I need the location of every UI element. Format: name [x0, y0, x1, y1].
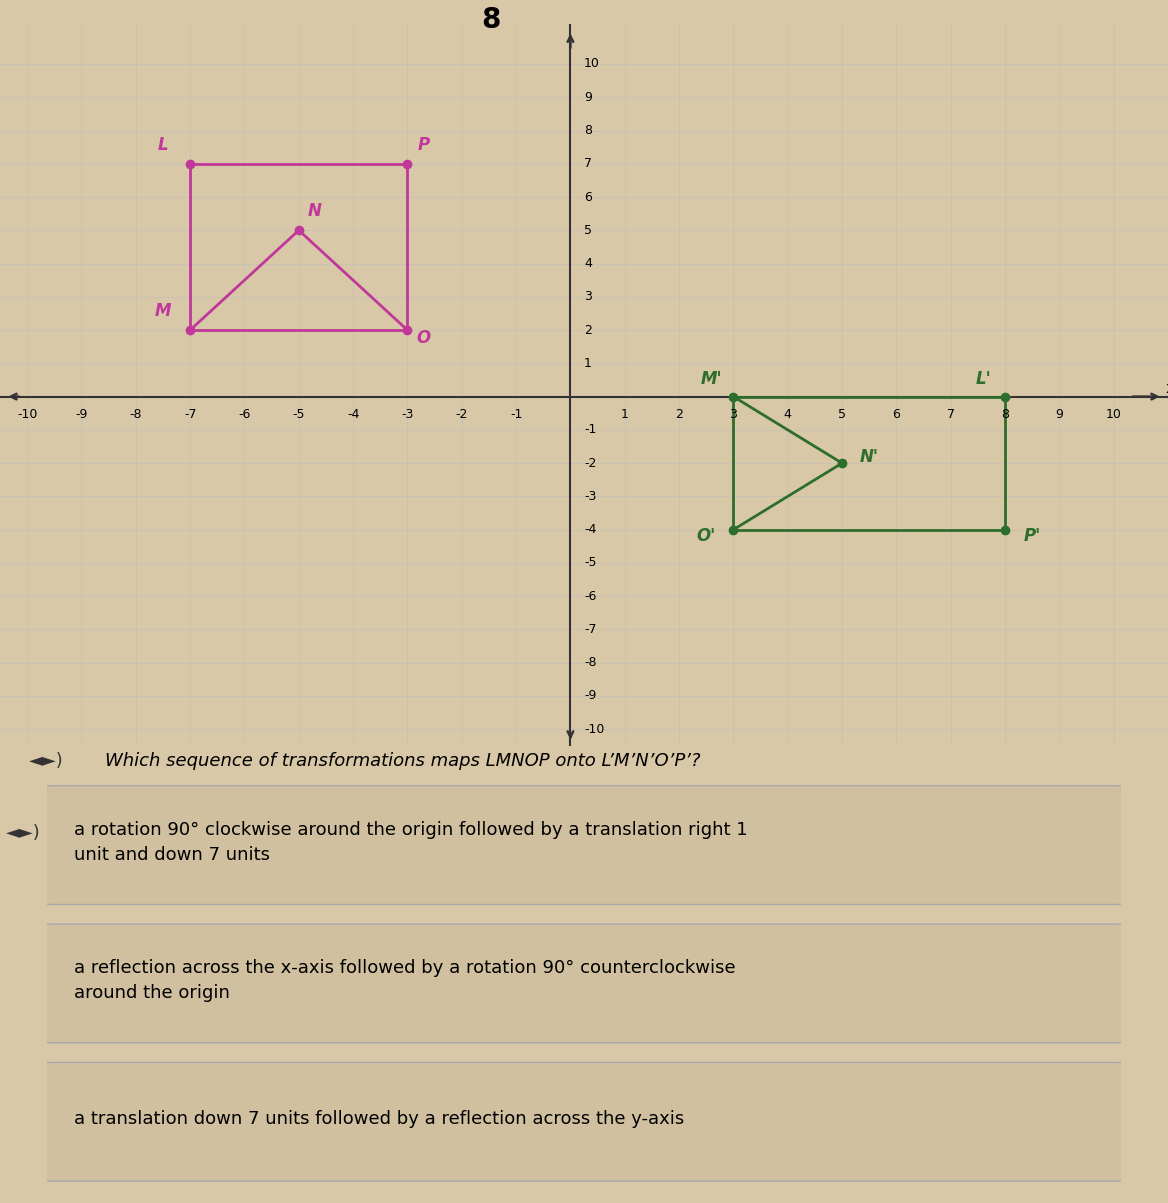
Text: 4: 4 [584, 257, 592, 269]
Text: -8: -8 [130, 408, 142, 421]
Text: 4: 4 [784, 408, 792, 421]
Text: 9: 9 [584, 90, 592, 103]
Text: M: M [154, 302, 172, 320]
Text: O: O [417, 328, 431, 346]
Text: -6: -6 [584, 589, 597, 603]
Text: 10: 10 [584, 58, 600, 71]
Text: 5: 5 [584, 224, 592, 237]
Text: -1: -1 [510, 408, 522, 421]
Text: a reflection across the x-axis followed by a rotation 90° counterclockwise
aroun: a reflection across the x-axis followed … [74, 960, 735, 1002]
Text: x: x [1166, 381, 1168, 396]
Text: 2: 2 [675, 408, 683, 421]
Text: 6: 6 [584, 190, 592, 203]
Text: -5: -5 [584, 557, 597, 569]
Text: -3: -3 [402, 408, 413, 421]
Text: a rotation 90° clockwise around the origin followed by a translation right 1
uni: a rotation 90° clockwise around the orig… [74, 822, 748, 864]
Text: 7: 7 [584, 158, 592, 171]
Text: ◄►): ◄►) [29, 752, 64, 770]
Text: -9: -9 [584, 689, 597, 703]
FancyBboxPatch shape [41, 786, 1127, 905]
Text: 3: 3 [584, 290, 592, 303]
Text: N': N' [860, 449, 878, 467]
Text: -3: -3 [584, 490, 597, 503]
Text: 1: 1 [621, 408, 628, 421]
Text: -2: -2 [584, 457, 597, 469]
Text: O': O' [696, 527, 716, 545]
Text: ◄►): ◄►) [6, 824, 41, 842]
Text: -8: -8 [584, 656, 597, 669]
Text: 6: 6 [892, 408, 901, 421]
Text: N: N [308, 202, 322, 220]
Text: -10: -10 [18, 408, 37, 421]
Text: P': P' [1023, 527, 1041, 545]
FancyBboxPatch shape [41, 924, 1127, 1043]
Text: L': L' [975, 371, 992, 389]
Text: 8: 8 [584, 124, 592, 137]
Text: 10: 10 [1106, 408, 1121, 421]
Text: -4: -4 [347, 408, 360, 421]
Text: -4: -4 [584, 523, 597, 537]
Text: 1: 1 [584, 357, 592, 369]
Text: -5: -5 [292, 408, 305, 421]
Text: 9: 9 [1056, 408, 1063, 421]
Text: M': M' [701, 371, 723, 389]
Text: Which sequence of transformations maps LMNOP onto L’M’N’O’P’?: Which sequence of transformations maps L… [105, 752, 701, 770]
Text: -7: -7 [584, 623, 597, 636]
FancyBboxPatch shape [41, 1062, 1127, 1181]
Text: -2: -2 [456, 408, 468, 421]
Text: -9: -9 [75, 408, 88, 421]
Text: 8: 8 [1001, 408, 1009, 421]
Text: -6: -6 [238, 408, 251, 421]
Text: -10: -10 [584, 723, 604, 736]
Text: 3: 3 [730, 408, 737, 421]
Text: -7: -7 [183, 408, 196, 421]
Text: P: P [418, 136, 430, 154]
Text: L: L [158, 136, 168, 154]
Text: a translation down 7 units followed by a reflection across the y-axis: a translation down 7 units followed by a… [74, 1110, 683, 1128]
Text: 7: 7 [947, 408, 954, 421]
Text: 8: 8 [481, 6, 500, 34]
Text: 2: 2 [584, 324, 592, 337]
Text: -1: -1 [584, 423, 597, 437]
Text: 5: 5 [839, 408, 846, 421]
